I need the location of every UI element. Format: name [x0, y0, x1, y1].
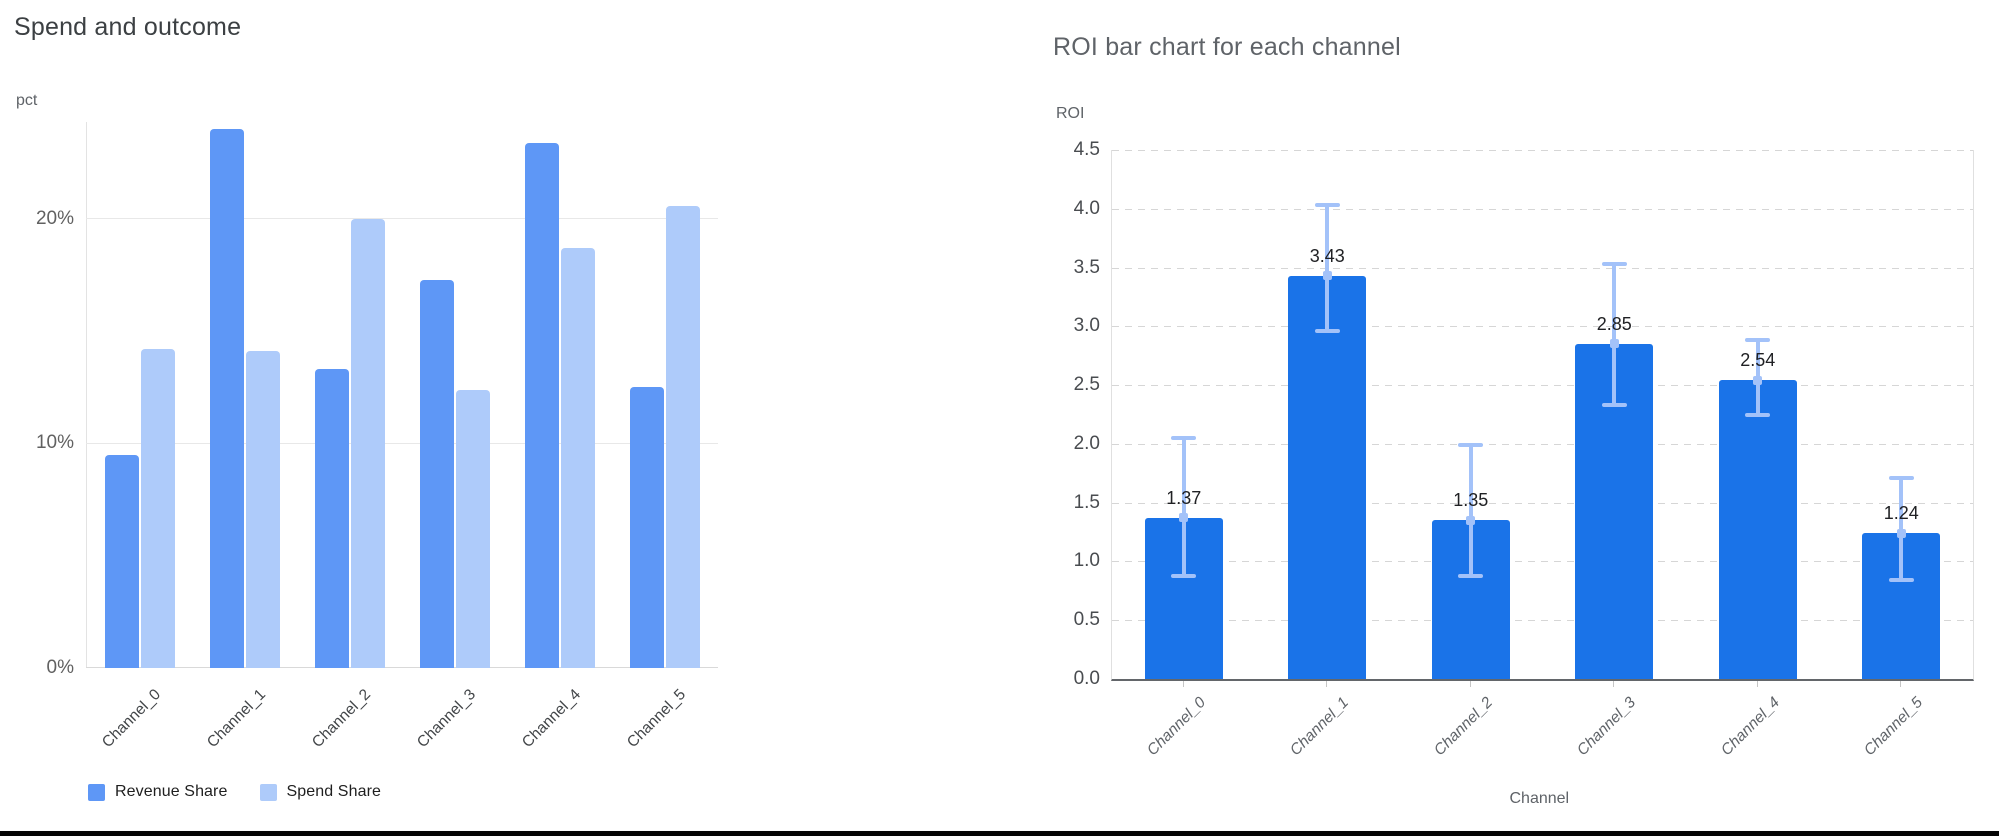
- error-bar-cap-top: [1458, 443, 1484, 448]
- spend-share-bar[interactable]: [351, 219, 385, 668]
- spend-share-bar[interactable]: [666, 205, 700, 668]
- spend-share-bar[interactable]: [246, 351, 280, 668]
- x-tick-label: Channel_1: [1287, 694, 1353, 760]
- y-tick-label: 10%: [35, 432, 74, 454]
- y-tick-label: 20%: [35, 207, 74, 229]
- error-bar-cap-top: [1314, 203, 1340, 208]
- error-bar-cap-bottom: [1888, 578, 1914, 583]
- spend-share-bar[interactable]: [561, 248, 595, 668]
- x-tick-mark: [1900, 681, 1902, 687]
- error-bar-cap-top: [1888, 475, 1914, 480]
- revenue-share-bar[interactable]: [105, 454, 139, 668]
- left-y-axis-line: [86, 122, 87, 668]
- error-bar-line: [1325, 205, 1330, 332]
- bar-value-label: 1.35: [1453, 490, 1489, 511]
- x-tick-mark: [1326, 681, 1328, 687]
- x-tick-label: Channel_4: [1717, 694, 1783, 760]
- gridline: [1112, 620, 1973, 622]
- legend-swatch: [259, 783, 277, 801]
- error-bar-mean-marker: [1753, 375, 1763, 385]
- gridline: [1112, 326, 1973, 328]
- error-bar-mean-marker: [1609, 339, 1619, 349]
- error-bar-cap-bottom: [1601, 403, 1627, 408]
- gridline: [1112, 385, 1973, 387]
- y-tick-label: 4.0: [1073, 197, 1100, 219]
- legend: Revenue Share Spend Share: [88, 783, 413, 801]
- x-tick-label: Channel_5: [1861, 694, 1927, 760]
- legend-label: Spend Share: [286, 783, 382, 800]
- bar-value-label: 1.24: [1883, 503, 1919, 524]
- gridline: [1112, 208, 1973, 210]
- left-chart-title: Spend and outcome: [14, 13, 242, 41]
- bottom-border-rule: [0, 831, 1999, 836]
- error-bar-mean-marker: [1179, 513, 1189, 523]
- error-bar-mean-marker: [1322, 271, 1332, 281]
- y-tick-label: 0.5: [1073, 609, 1100, 631]
- x-tick-mark: [1613, 681, 1615, 687]
- y-tick-label: 4.5: [1073, 139, 1100, 160]
- gridline: [1112, 561, 1973, 563]
- revenue-share-bar[interactable]: [315, 369, 349, 668]
- x-tick-mark: [1756, 681, 1758, 687]
- x-tick-label: Channel_2: [1430, 694, 1496, 760]
- x-tick-mark: [1182, 681, 1184, 687]
- gridline: [86, 442, 718, 444]
- error-bar-line: [1181, 438, 1186, 576]
- y-tick-label: 1.0: [1073, 550, 1100, 572]
- gridline: [1112, 267, 1973, 269]
- x-tick-label: Channel_0: [1143, 694, 1209, 760]
- legend-item-revenue-share: Revenue Share: [88, 783, 228, 801]
- spend-share-bar[interactable]: [141, 349, 175, 668]
- error-bar-cap-top: [1601, 262, 1627, 267]
- left-y-axis-unit-label: pct: [16, 92, 38, 109]
- gridline: [1112, 502, 1973, 504]
- legend-label: Revenue Share: [115, 783, 228, 800]
- revenue-share-bar[interactable]: [525, 142, 559, 668]
- error-bar-cap-bottom: [1458, 573, 1484, 578]
- error-bar-mean-marker: [1896, 528, 1906, 538]
- x-tick-mark: [1469, 681, 1471, 687]
- error-bar-mean-marker: [1466, 515, 1476, 525]
- legend-swatch: [88, 783, 105, 801]
- right-chart-title: ROI bar chart for each channel: [1053, 33, 1401, 61]
- gridline: [1112, 443, 1973, 445]
- bar-value-label: 1.37: [1166, 487, 1202, 508]
- revenue-share-bar[interactable]: [420, 279, 454, 668]
- y-tick-label: 3.5: [1073, 256, 1100, 278]
- revenue-share-bar[interactable]: [210, 129, 244, 668]
- left-plot-area: [86, 100, 718, 668]
- error-bar-cap-bottom: [1314, 329, 1340, 334]
- y-tick-label: 2.5: [1073, 374, 1100, 396]
- bar-value-label: 2.85: [1596, 313, 1632, 334]
- right-plot-area: 1.37 3.43 1.35 2.85 2.54 1.24: [1111, 150, 1974, 681]
- revenue-share-bar[interactable]: [630, 387, 664, 668]
- y-tick-label: 2.0: [1073, 432, 1100, 454]
- y-tick-label: 0%: [46, 657, 74, 678]
- roi-bar[interactable]: [1718, 380, 1797, 679]
- roi-bar[interactable]: [1288, 275, 1367, 679]
- right-y-axis-unit-label: ROI: [1056, 105, 1085, 122]
- left-x-axis-line: [86, 667, 718, 668]
- bar-value-label: 2.54: [1740, 350, 1776, 371]
- right-x-axis-title: Channel: [1509, 790, 1570, 807]
- error-bar-cap-bottom: [1745, 412, 1771, 417]
- spend-share-bar[interactable]: [456, 389, 490, 668]
- error-bar-cap-top: [1745, 338, 1771, 343]
- legend-item-spend-share: Spend Share: [259, 783, 382, 801]
- y-tick-label: 3.0: [1073, 315, 1100, 337]
- y-tick-label: 0.0: [1073, 668, 1100, 689]
- error-bar-cap-bottom: [1171, 573, 1197, 578]
- error-bar-line: [1612, 264, 1617, 406]
- gridline: [86, 218, 718, 219]
- error-bar-cap-top: [1171, 436, 1197, 441]
- bar-value-label: 3.43: [1309, 245, 1345, 266]
- error-bar-line: [1468, 445, 1473, 576]
- gridline: [1112, 150, 1973, 151]
- y-tick-label: 1.5: [1073, 491, 1100, 513]
